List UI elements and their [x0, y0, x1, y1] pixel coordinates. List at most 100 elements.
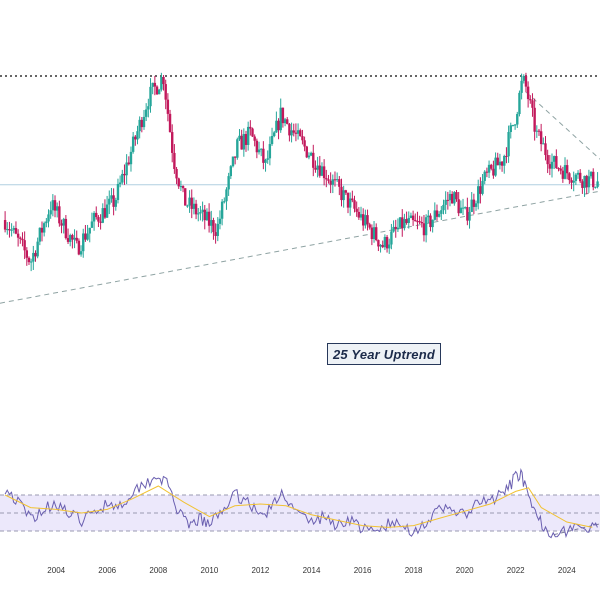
candle-body — [388, 244, 391, 249]
candle-body — [537, 130, 541, 132]
candle-body — [233, 156, 237, 158]
candle-body — [490, 164, 493, 169]
candle-body — [246, 126, 250, 145]
candle-body — [403, 219, 406, 229]
x-tick-label: 2018 — [404, 566, 423, 575]
candle-body — [279, 107, 282, 131]
candle-body — [64, 218, 68, 239]
candle-body — [559, 168, 562, 171]
candle-body — [303, 140, 306, 147]
candle-body — [500, 161, 504, 166]
candle-body — [118, 182, 122, 185]
candle-body — [422, 223, 426, 236]
candle-body — [424, 217, 428, 236]
candle-body — [240, 135, 243, 150]
candle-body — [496, 157, 499, 166]
candle-body — [576, 172, 580, 175]
candle-body — [53, 200, 57, 211]
candle-body — [199, 212, 202, 214]
candle-body — [286, 119, 289, 124]
candle-body — [88, 227, 91, 234]
candle-body — [49, 210, 52, 215]
candle-body — [177, 178, 180, 187]
rsi-ma-line — [4, 485, 593, 528]
candle-body — [112, 195, 115, 207]
candle-body — [92, 212, 96, 222]
candle-body — [312, 152, 315, 168]
candle-body — [572, 180, 575, 183]
candle-body — [503, 155, 506, 166]
candle-body — [142, 116, 146, 128]
candle-body — [95, 212, 98, 218]
candle-body — [565, 165, 569, 174]
candle-body — [401, 217, 404, 229]
candle-body — [338, 179, 341, 187]
annotation-label: 25 Year Uptrend — [327, 343, 441, 365]
candle-body — [203, 209, 206, 221]
candle-body — [188, 197, 191, 206]
candle-body — [292, 130, 295, 133]
candle-body — [62, 218, 65, 226]
candle-body — [407, 217, 410, 223]
candle-body — [212, 220, 215, 233]
candle-body — [368, 224, 371, 228]
price-line-2 — [525, 91, 600, 160]
candle-body — [444, 199, 447, 205]
candle-body — [216, 223, 219, 236]
candle-body — [220, 201, 224, 219]
candle-body — [236, 139, 239, 158]
candle-body — [296, 130, 300, 134]
candle-body — [309, 152, 313, 156]
candle-body — [548, 164, 552, 169]
rsi-series-line — [4, 468, 598, 539]
candle-body — [253, 136, 256, 141]
candle-body — [175, 168, 178, 179]
candle-body — [229, 166, 233, 177]
candle-body — [492, 168, 495, 176]
candle-body — [123, 173, 126, 176]
candle-body — [32, 252, 35, 262]
price-line-1 — [0, 190, 600, 304]
candle-body — [498, 161, 502, 166]
candle-body — [153, 82, 157, 87]
candle-body — [509, 125, 512, 133]
candle-body — [6, 229, 9, 231]
candle-body — [47, 214, 50, 222]
candle-body — [414, 220, 417, 222]
candle-body — [587, 176, 591, 188]
candle-body — [69, 235, 72, 242]
candle-body — [301, 136, 304, 141]
candle-body — [474, 203, 478, 207]
candle-body — [277, 120, 280, 131]
candle-body — [470, 199, 473, 212]
candle-body — [207, 211, 211, 226]
candle-body — [494, 157, 497, 176]
candle-body — [592, 171, 595, 188]
candle-body — [97, 217, 100, 222]
rsi-chart — [0, 468, 600, 539]
candle-body — [273, 132, 276, 137]
candle-body — [131, 136, 135, 152]
candle-body — [99, 221, 102, 223]
candle-body — [84, 233, 87, 240]
candle-body — [550, 161, 554, 169]
candle-body — [446, 199, 450, 201]
candle-body — [16, 233, 20, 238]
candle-body — [563, 165, 567, 179]
candle-body — [437, 213, 441, 217]
candle-body — [348, 198, 352, 208]
candle-body — [249, 126, 252, 129]
candle-body — [73, 237, 76, 240]
candle-body — [385, 236, 389, 249]
candle-body — [8, 229, 11, 231]
candle-body — [77, 240, 81, 255]
candle-body — [51, 200, 55, 211]
candle-body — [218, 218, 222, 224]
candle-body — [396, 227, 400, 230]
candle-body — [513, 124, 517, 126]
rsi-line-3 — [553, 523, 600, 536]
candle-body — [283, 119, 287, 124]
candle-body — [162, 76, 165, 85]
candle-body — [305, 146, 308, 158]
candle-body — [570, 180, 573, 183]
